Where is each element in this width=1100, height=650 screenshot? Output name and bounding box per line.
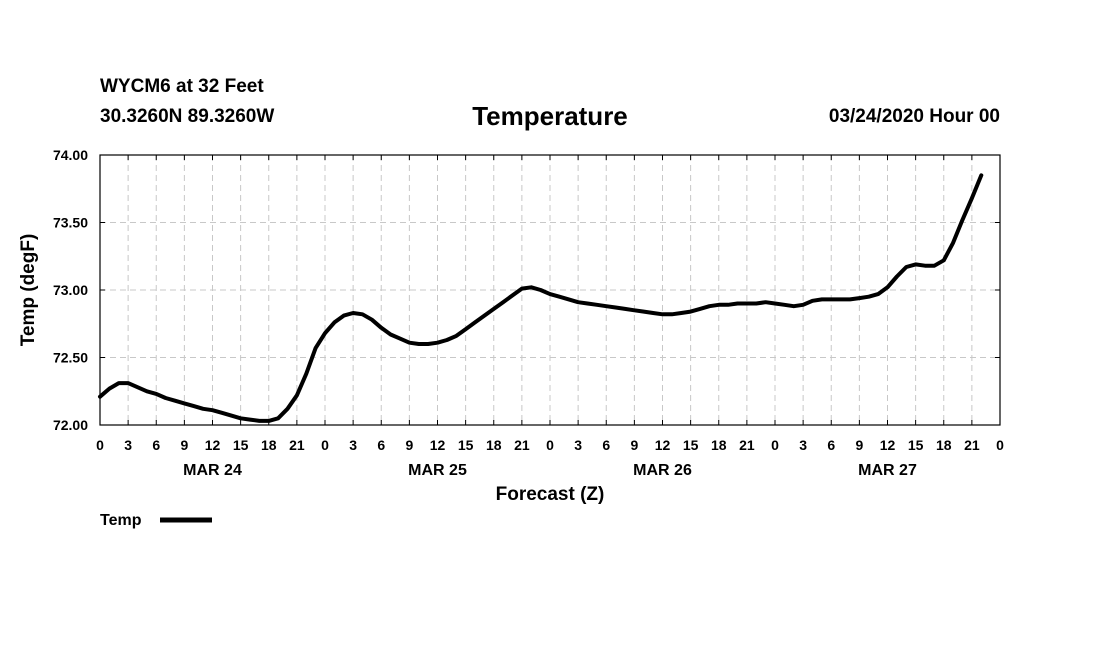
y-tick-label: 73.00 xyxy=(53,282,88,298)
chart-title: Temperature xyxy=(472,101,628,131)
station-coordinates: 30.3260N 89.3260W xyxy=(100,106,275,127)
x-tick-label: 12 xyxy=(205,437,221,453)
x-tick-label: 6 xyxy=(827,437,835,453)
x-tick-label: 0 xyxy=(96,437,104,453)
series-line-temp xyxy=(98,173,984,423)
x-tick-label: 0 xyxy=(771,437,779,453)
y-tick-label: 73.50 xyxy=(53,215,88,231)
day-label: MAR 24 xyxy=(183,462,242,479)
x-tick-label: 18 xyxy=(711,437,727,453)
legend-label: Temp xyxy=(100,512,142,529)
x-tick-label: 9 xyxy=(180,437,188,453)
x-tick-label: 3 xyxy=(349,437,357,453)
x-tick-label: 0 xyxy=(546,437,554,453)
x-tick-label: 9 xyxy=(855,437,863,453)
series-group xyxy=(98,173,984,423)
x-tick-label: 18 xyxy=(261,437,277,453)
y-axis-ticks: 72.00 72.50 73.00 73.50 74.00 xyxy=(53,147,1000,433)
x-tick-label: 15 xyxy=(683,437,699,453)
forecast-run-time: 03/24/2020 Hour 00 xyxy=(828,106,1000,127)
x-tick-label: 15 xyxy=(233,437,249,453)
x-tick-label: 21 xyxy=(514,437,530,453)
x-tick-label: 12 xyxy=(880,437,896,453)
x-tick-label: 6 xyxy=(602,437,610,453)
y-axis-title: Temp (degF) xyxy=(18,234,39,347)
x-tick-label: 18 xyxy=(936,437,952,453)
x-tick-label: 3 xyxy=(799,437,807,453)
y-tick-label: 72.50 xyxy=(53,350,88,366)
y-tick-label: 74.00 xyxy=(53,147,88,163)
day-label: MAR 27 xyxy=(858,462,917,479)
x-tick-label: 0 xyxy=(996,437,1004,453)
x-tick-label: 12 xyxy=(655,437,671,453)
x-axis-ticks: 0 3 6 9 12 15 18 21 0 3 6 9 12 15 18 21 0 3 6 9 12 15 18 21 0 3 6 9… xyxy=(96,155,1004,479)
x-tick-label: 0 xyxy=(321,437,329,453)
x-tick-label: 12 xyxy=(430,437,446,453)
day-label: MAR 26 xyxy=(633,462,692,479)
x-tick-label: 18 xyxy=(486,437,502,453)
x-tick-label: 3 xyxy=(124,437,132,453)
day-label: MAR 25 xyxy=(408,462,467,479)
x-tick-label: 15 xyxy=(908,437,924,453)
x-tick-label: 9 xyxy=(405,437,413,453)
station-name: WYCM6 at 32 Feet xyxy=(100,76,264,97)
x-tick-label: 21 xyxy=(964,437,980,453)
x-tick-label: 21 xyxy=(739,437,755,453)
x-tick-label: 6 xyxy=(377,437,385,453)
x-tick-label: 15 xyxy=(458,437,474,453)
grid-lines xyxy=(100,155,1000,425)
x-tick-label: 21 xyxy=(289,437,305,453)
x-tick-label: 9 xyxy=(630,437,638,453)
y-tick-label: 72.00 xyxy=(53,417,88,433)
x-tick-label: 3 xyxy=(574,437,582,453)
x-axis-title: Forecast (Z) xyxy=(496,484,605,505)
x-tick-label: 6 xyxy=(152,437,160,453)
